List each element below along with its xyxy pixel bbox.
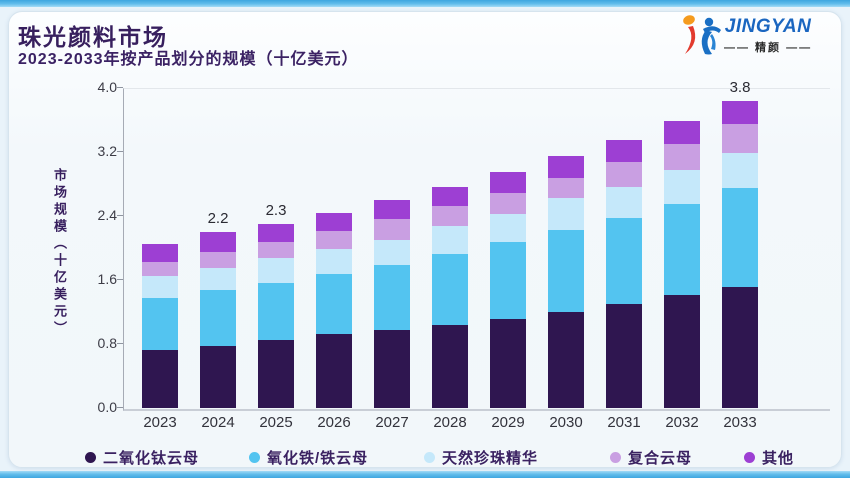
- logo-brand-chinese: —— 精颜 ——: [724, 42, 813, 54]
- top-edge-strip: [0, 0, 850, 7]
- jingyan-logo-icon: [676, 10, 722, 63]
- legend-color-dot: [610, 451, 621, 463]
- page-subtitle: 2023-2033年按产品划分的规模（十亿美元）: [18, 51, 359, 68]
- legend-color-dot: [744, 451, 755, 463]
- legend: 二氧化钛云母 氧化铁/铁云母 天然珍珠精华 复合云母 其他: [0, 446, 850, 468]
- legend-color-dot: [424, 451, 435, 463]
- legend-label: 天然珍珠精华: [442, 449, 539, 467]
- legend-color-dot: [85, 451, 96, 463]
- legend-item-5: 其他: [744, 446, 794, 468]
- legend-label: 氧化铁/铁云母: [267, 449, 369, 467]
- bottom-edge-strip: [0, 471, 850, 478]
- legend-label: 二氧化钛云母: [103, 449, 200, 467]
- jingyan-logo: JINGYAN —— 精颜 ——: [676, 10, 836, 62]
- legend-item-3: 天然珍珠精华: [424, 446, 538, 468]
- legend-item-1: 二氧化钛云母: [85, 446, 199, 468]
- logo-brand-text: JINGYAN: [724, 16, 812, 37]
- legend-item-2: 氧化铁/铁云母: [249, 446, 368, 468]
- page-title: 珠光颜料市场: [18, 24, 168, 50]
- legend-label: 其他: [762, 449, 795, 467]
- legend-item-4: 复合云母: [610, 446, 692, 468]
- legend-label: 复合云母: [628, 449, 693, 467]
- legend-color-dot: [249, 451, 260, 463]
- chart-card: [8, 11, 842, 468]
